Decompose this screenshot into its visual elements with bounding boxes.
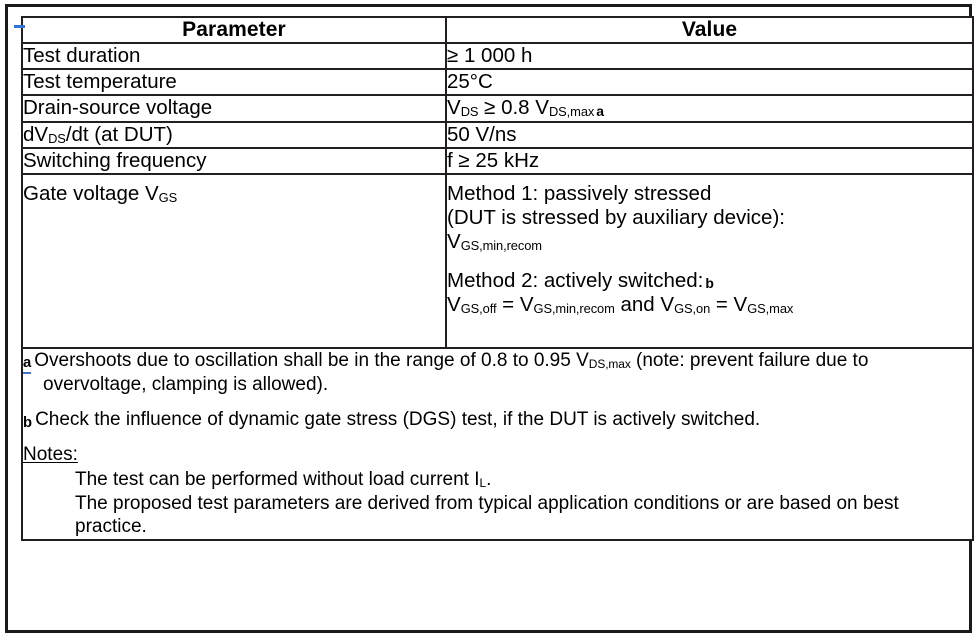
equals-2: = [710,292,734,316]
footnotes-and-notes-block: a Overshoots due to oscillation shall be … [14,25,974,542]
outer-frame: Parameter Value Test duration ≥ 1 000 h … [5,4,974,635]
table-row: Switching frequency f ≥ 25 kHz [21,146,974,175]
dvds-prefix: dV [23,122,49,146]
gate-voltage-subscript: GS [158,190,178,205]
table-header-row: Parameter Value [21,16,974,44]
cell-parameter-test-duration: Test duration [21,41,447,71]
note-1-symbol-subscript: L [479,475,487,490]
note-item: The proposed test parameters are derived… [14,25,972,540]
vgsminrecom-subscript: GS,min,recom [460,238,542,254]
footnote-a-symbol: V [576,349,589,371]
cell-parameter-drain-source-voltage: Drain-source voltage [21,94,447,123]
method2-label: Method 2: actively switched: [447,268,704,292]
footnote-a-symbol-subscript: DS,max [588,356,631,371]
cell-value-test-duration: ≥ 1 000 h [445,41,974,71]
footnote-a-text-before: Overshoots due to oscillation shall be i… [34,349,577,371]
table-row: Test duration ≥ 1 000 h [21,41,974,71]
cell-parameter-dvds-dt: dVDS/dt (at DUT) [21,120,447,149]
table-row: Drain-source voltage VDS ≥ 0.8 VDS,max a [21,94,974,123]
footnote-a: a Overshoots due to oscillation shall be … [23,349,972,397]
vgsoff-base: V [447,292,461,316]
method2-line1: Method 2: actively switched: b [447,269,972,293]
vgsminrecom2-subscript: GS,min,recom [533,300,615,316]
symbol-vds-base: V [447,96,461,120]
footnote-marker-b: b [23,414,33,431]
footnote-a-text-after: (note: prevent failure due to overvoltag… [43,349,869,395]
method1-line1: Method 1: passively stressed [447,181,712,205]
footnote-marker-a: a [23,355,32,375]
cell-value-gate-voltage: Method 1: passively stressed (DUT is str… [445,172,974,349]
dvds-suffix: /dt (at DUT) [65,122,173,146]
conjunction-and: and [614,292,661,316]
cell-value-test-temperature: 25°C [445,68,974,97]
revision-dash-icon [14,25,25,28]
dvds-subscript: DS [48,130,66,146]
note-2-text: The proposed test parameters are derived… [75,492,899,538]
equals-1: = [496,292,520,316]
vgsmax-base: V [733,292,748,316]
column-header-value: Value [445,16,974,44]
vgsminrecom2-base: V [519,292,534,316]
footnote-ref-a: a [596,103,605,120]
method1-symbol: VGS,min,recom [447,230,972,254]
table-container: Parameter Value Test duration ≥ 1 000 h … [14,16,974,635]
column-header-parameter: Parameter [21,16,447,44]
vgsoff-subscript: GS,off [460,300,497,316]
footnote-b: b Check the influence of dynamic gate str… [23,408,972,432]
footnote-b-text: Check the influence of dynamic gate stre… [35,409,761,431]
symbol-vds-subscript: DS [460,104,479,120]
cell-value-dvds-dt: 50 V/ns [445,120,974,149]
cell-value-drain-source-voltage: VDS ≥ 0.8 VDS,max a [445,94,974,123]
symbol-vdsmax-base: V [535,96,549,120]
note-1-text-before: The test can be performed without load c… [75,468,480,490]
cell-parameter-switching-frequency: Switching frequency [21,146,447,175]
footnote-ref-b: b [705,275,714,292]
cell-parameter-gate-voltage: Gate voltage VGS [21,172,447,349]
inequality-text: ≥ 0.8 [478,96,536,120]
symbol-vdsmax-subscript: DS,max [548,104,595,120]
table-row: Gate voltage VGS Method 1: passively str… [21,172,974,349]
vgson-subscript: GS,on [674,300,711,316]
cell-parameter-test-temperature: Test temperature [21,68,447,97]
note-item: The test can be performed without load c… [14,25,972,492]
cell-value-switching-frequency: f ≥ 25 kHz [445,146,974,175]
table-footnotes-row: a Overshoots due to oscillation shall be … [14,25,974,542]
vgsmax-subscript: GS,max [747,300,794,316]
table-row: dVDS/dt (at DUT) 50 V/ns [21,120,974,149]
method1-line2: (DUT is stressed by auxiliary device): [447,206,785,230]
notes-heading: Notes: [23,444,78,466]
gate-voltage-prefix: Gate voltage V [23,181,159,205]
table-row: Test temperature 25°C [21,68,974,97]
test-parameter-table: Parameter Value Test duration ≥ 1 000 h … [14,16,974,542]
method2-equations: VGS,off = VGS,min,recom and VGS,on = VGS… [447,293,972,317]
vgsminrecom-base: V [447,230,461,254]
note-1-text-after: . [486,468,492,490]
vgson-base: V [660,292,675,316]
